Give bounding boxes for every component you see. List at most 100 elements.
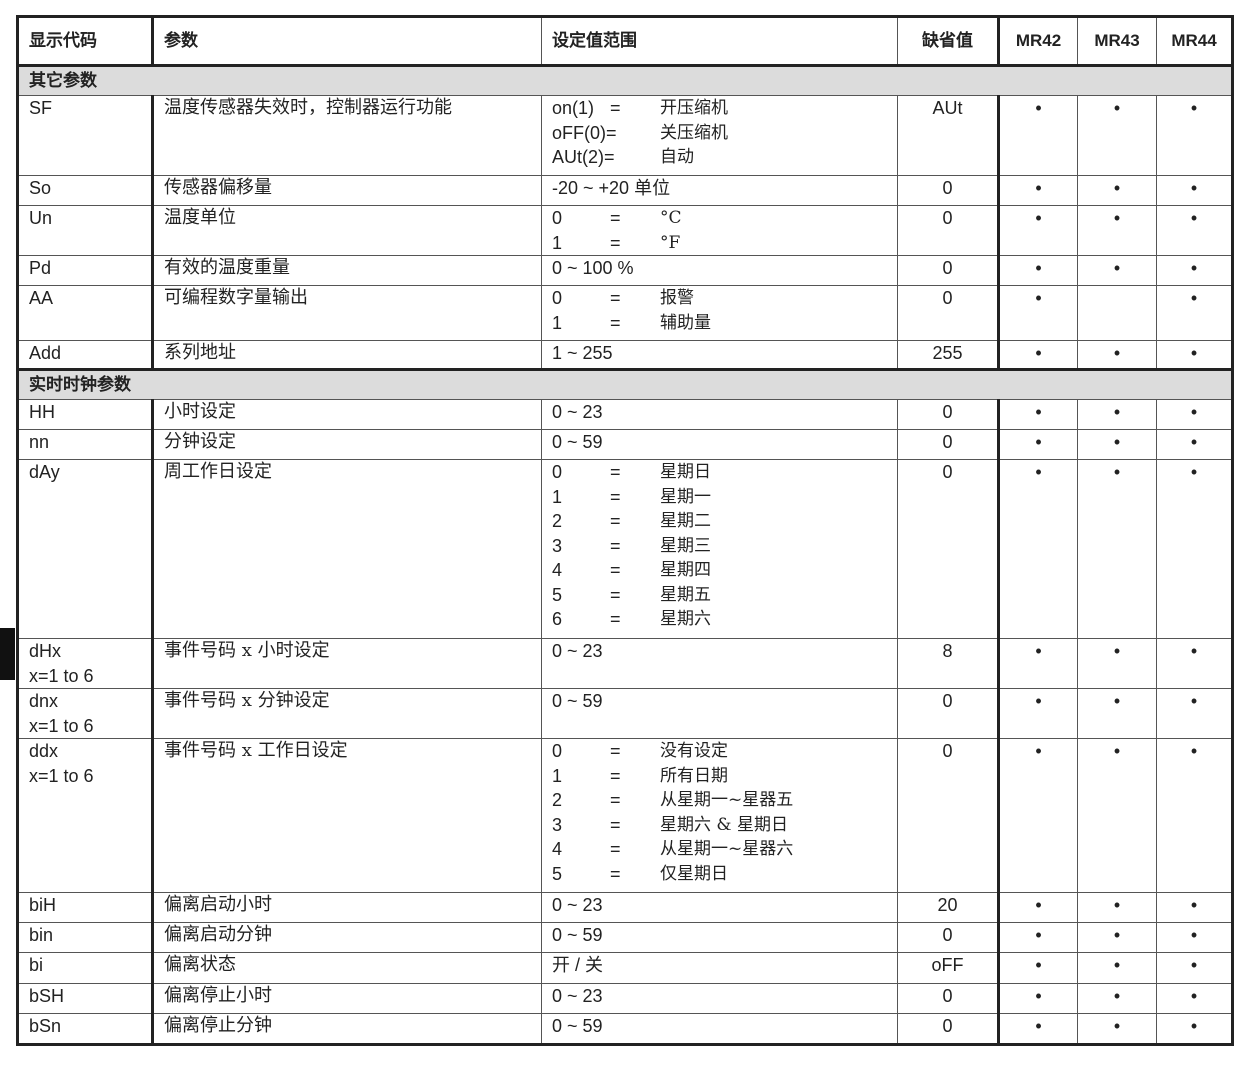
display-code: AA bbox=[29, 288, 54, 308]
range-value: 1 bbox=[552, 765, 563, 786]
range-equals: = bbox=[610, 98, 621, 118]
range-value: 2 bbox=[552, 511, 563, 531]
model-support-cell: • bbox=[1077, 688, 1157, 739]
display-code: Add bbox=[29, 343, 62, 363]
model-support-cell: • bbox=[1077, 205, 1157, 256]
supported-dot-icon: • bbox=[1190, 1016, 1198, 1036]
model-support-cell: • bbox=[1156, 1013, 1233, 1045]
model-support-cell: • bbox=[1156, 399, 1233, 430]
range-line: 3 = 星期六 & 星期日 bbox=[552, 813, 887, 838]
display-code: HH bbox=[29, 402, 55, 422]
range-cell: 0 ~ 23 bbox=[541, 399, 898, 430]
default-cell: 0 bbox=[897, 688, 1000, 739]
supported-dot-icon: • bbox=[1113, 432, 1121, 452]
default-cell: 0 bbox=[897, 459, 1000, 639]
param-cell: 偏离状态 bbox=[152, 952, 542, 984]
code-cell: Un bbox=[17, 205, 154, 256]
range-value: 1 bbox=[552, 232, 563, 253]
param-cell: 偏离停止分钟 bbox=[152, 1013, 542, 1045]
model-support-cell: • bbox=[998, 429, 1078, 460]
code-cell: So bbox=[17, 175, 154, 206]
default-cell: 20 bbox=[897, 892, 1000, 923]
range-line: 0 = °C bbox=[552, 206, 887, 231]
range-meaning: 星期六 bbox=[660, 609, 711, 629]
header-default: 缺省值 bbox=[897, 16, 1000, 67]
display-code: biH bbox=[29, 895, 57, 915]
display-code: Un bbox=[29, 208, 53, 228]
range-equals: = bbox=[610, 232, 621, 253]
range-equals: = bbox=[610, 560, 621, 580]
code-cell: bSn bbox=[17, 1013, 154, 1045]
param-cell: 温度单位 bbox=[152, 205, 542, 256]
supported-dot-icon: • bbox=[1113, 895, 1121, 915]
range-line: 0 = 没有设定 bbox=[552, 739, 887, 764]
table-row: Un 温度单位 0 = °C 1 = °F 0 • • • bbox=[17, 205, 1233, 256]
supported-dot-icon: • bbox=[1113, 925, 1121, 945]
table-row: ddx x=1 to 6 事件号码 x 工作日设定 0 = 没有设定 1 = 所有日期 2 = 从星期… bbox=[17, 738, 1233, 893]
supported-dot-icon: • bbox=[1035, 986, 1042, 1006]
model-support-cell: • bbox=[998, 205, 1078, 256]
range-cell: 0 ~ 59 bbox=[541, 922, 898, 953]
supported-dot-icon: • bbox=[1113, 691, 1121, 711]
display-code: bSH bbox=[29, 986, 65, 1006]
range-line: 1 = 所有日期 bbox=[552, 764, 887, 789]
param-cell: 温度传感器失效时，控制器运行功能 bbox=[152, 95, 542, 176]
model-support-cell: • bbox=[1156, 340, 1233, 370]
header-param: 参数 bbox=[152, 16, 542, 67]
header-model: MR42 bbox=[998, 16, 1078, 67]
display-code: x=1 to 6 bbox=[29, 715, 94, 736]
range-equals: = bbox=[610, 790, 621, 810]
table-row: SF 温度传感器失效时，控制器运行功能 on(1) = 开压缩机 oFF(0)= 关压缩机 A… bbox=[17, 95, 1233, 176]
default-cell: AUt bbox=[897, 95, 1000, 176]
range-meaning: °C bbox=[660, 208, 682, 228]
header-range: 设定值范围 bbox=[541, 16, 898, 67]
param-cell: 可编程数字量输出 bbox=[152, 285, 542, 341]
section-title: 其它参数 bbox=[17, 65, 1233, 96]
range-meaning: 星期二 bbox=[660, 511, 711, 531]
param-cell: 分钟设定 bbox=[152, 429, 542, 460]
range-line: 4 = 从星期一~星器六 bbox=[552, 837, 887, 862]
supported-dot-icon: • bbox=[1190, 955, 1198, 975]
display-code: bin bbox=[29, 925, 54, 945]
supported-dot-icon: • bbox=[1035, 641, 1042, 661]
range-line: 0 = 报警 bbox=[552, 286, 887, 311]
range-equals: = bbox=[610, 765, 621, 786]
table-row: biH 偏离启动小时 0 ~ 23 20 • • • bbox=[17, 892, 1233, 923]
range-meaning: 星期一 bbox=[660, 486, 711, 507]
range-line: 5 = 仅星期日 bbox=[552, 862, 887, 887]
model-support-cell: • bbox=[1156, 285, 1233, 341]
range-value: 3 bbox=[552, 535, 563, 556]
model-support-cell: • bbox=[998, 399, 1078, 430]
supported-dot-icon: • bbox=[1035, 691, 1042, 711]
range-equals: = bbox=[610, 741, 621, 761]
supported-dot-icon: • bbox=[1190, 986, 1198, 1006]
range-equals: = bbox=[610, 312, 621, 333]
header-model: MR44 bbox=[1156, 16, 1233, 67]
supported-dot-icon: • bbox=[1190, 741, 1198, 761]
range-cell: 0 = 星期日 1 = 星期一 2 = 星期二 3 = 星期三 4 = 星期四 5 = 星期五 6 = 星期六 bbox=[541, 459, 898, 639]
model-support-cell: • bbox=[1156, 983, 1233, 1014]
model-support-cell: • bbox=[1156, 892, 1233, 923]
model-support-cell: • bbox=[998, 688, 1078, 739]
table-row: So 传感器偏移量 -20 ~ +20 单位 0 • • • bbox=[17, 175, 1233, 206]
range-line: 6 = 星期六 bbox=[552, 607, 887, 632]
code-cell: nn bbox=[17, 429, 154, 460]
range-value: AUt(2)= bbox=[552, 147, 615, 167]
code-cell: bin bbox=[17, 922, 154, 953]
range-meaning: 报警 bbox=[660, 288, 694, 308]
range-line: 0 = 星期日 bbox=[552, 460, 887, 485]
range-cell: 1 ~ 255 bbox=[541, 340, 898, 370]
supported-dot-icon: • bbox=[1035, 98, 1042, 118]
supported-dot-icon: • bbox=[1113, 955, 1121, 975]
supported-dot-icon: • bbox=[1035, 925, 1042, 945]
supported-dot-icon: • bbox=[1190, 178, 1198, 198]
range-meaning: 开压缩机 bbox=[660, 98, 728, 118]
model-support-cell: • bbox=[1156, 255, 1233, 286]
code-cell: bSH bbox=[17, 983, 154, 1014]
range-value: 0 bbox=[552, 462, 563, 482]
display-code: nn bbox=[29, 432, 50, 452]
model-support-cell bbox=[1077, 285, 1157, 341]
display-code: SF bbox=[29, 98, 53, 118]
range-cell: 开 / 关 bbox=[541, 952, 898, 984]
default-cell: 0 bbox=[897, 922, 1000, 953]
